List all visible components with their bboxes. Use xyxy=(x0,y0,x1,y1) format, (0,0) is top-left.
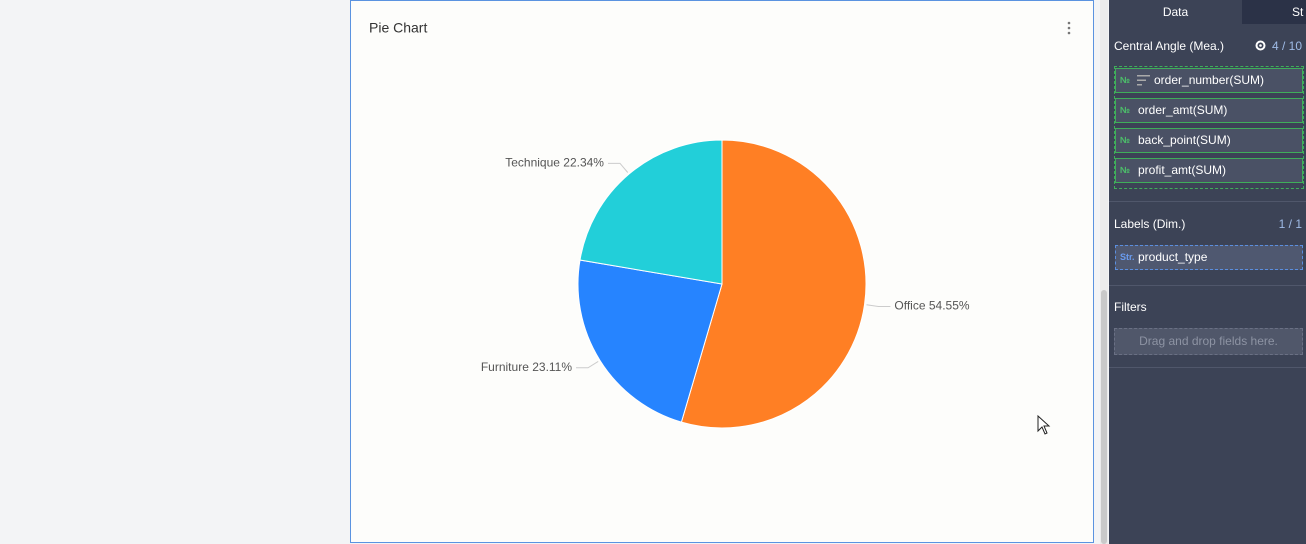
section-title: Filters xyxy=(1114,300,1147,314)
pie-slice xyxy=(579,139,723,285)
slice-label: Office 54.55% xyxy=(894,299,969,313)
separator xyxy=(1109,201,1306,202)
section-title: Central Angle (Mea.) xyxy=(1114,39,1225,53)
scrollbar-thumb[interactable] xyxy=(1101,290,1107,544)
value-label: 23.11% xyxy=(532,360,572,374)
sort-icon xyxy=(1137,75,1150,86)
more-menu[interactable] xyxy=(1067,21,1071,35)
field-chip[interactable]: Str. product_type xyxy=(1115,245,1303,270)
field-badge: № xyxy=(1120,135,1131,145)
separator xyxy=(1109,367,1306,368)
cursor xyxy=(1037,414,1051,435)
leader-line xyxy=(576,360,599,369)
slice-label: Furniture 23.11% xyxy=(481,360,573,374)
category-label: Technique xyxy=(505,156,560,170)
chart: Pie Chart Office 54.55% Furniture 23.11% T… xyxy=(369,20,1071,429)
field-chip[interactable]: № back_point(SUM) xyxy=(1115,128,1303,153)
field-name: profit_amt(SUM) xyxy=(1138,163,1227,177)
tab[interactable]: St xyxy=(1242,0,1306,24)
value-label: 54.55% xyxy=(929,299,970,313)
field-chip[interactable]: № order_number(SUM) xyxy=(1115,68,1303,93)
field-badge: Str. xyxy=(1120,252,1135,262)
chart-card: Pie Chart Office 54.55% Furniture 23.11% T… xyxy=(350,0,1094,543)
pie-slice xyxy=(577,259,723,423)
field-badge: № xyxy=(1120,165,1131,175)
field-badge: № xyxy=(1120,105,1131,115)
section-title: Labels (Dim.) xyxy=(1114,217,1186,231)
tab[interactable]: Data xyxy=(1109,0,1242,24)
category-label: Furniture xyxy=(481,360,529,374)
chart-title: Pie Chart xyxy=(369,20,427,36)
scrollbar-track xyxy=(1100,0,1108,544)
separator xyxy=(1109,285,1306,286)
field-name: order_amt(SUM) xyxy=(1138,103,1228,117)
field-count: 4 / 10 xyxy=(1272,39,1303,53)
field-panel: Data St Central Angle (Mea.) 4 / 10 Labe… xyxy=(1109,0,1306,544)
slice-label: Technique 22.34% xyxy=(505,156,604,170)
field-name: order_number(SUM) xyxy=(1154,73,1265,87)
gear-icon[interactable] xyxy=(1255,40,1266,51)
field-name: product_type xyxy=(1138,250,1208,264)
leader-line xyxy=(866,304,891,308)
drop-zone xyxy=(1114,66,1304,189)
filter-drop-zone[interactable]: Drag and drop fields here. xyxy=(1114,328,1303,355)
field-chip[interactable]: № profit_amt(SUM) xyxy=(1115,158,1303,183)
field-count: 1 / 1 xyxy=(1278,217,1302,231)
field-name: back_point(SUM) xyxy=(1138,133,1231,147)
value-label: 22.34% xyxy=(563,156,604,170)
leader-line xyxy=(607,162,629,173)
field-chip[interactable]: № order_amt(SUM) xyxy=(1115,98,1303,123)
pie-slice xyxy=(680,139,867,429)
field-badge: № xyxy=(1120,75,1131,85)
category-label: Office xyxy=(894,299,925,313)
